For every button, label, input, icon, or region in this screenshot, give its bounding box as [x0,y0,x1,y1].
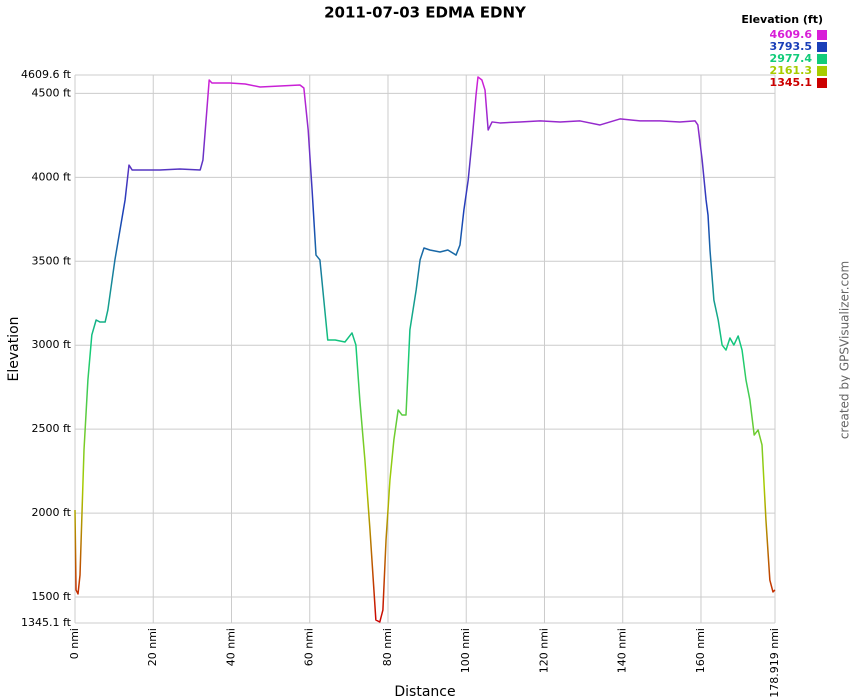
x-tick-label: 178.919 nmi [768,628,781,698]
y-tick-label: 1500 ft [32,590,72,603]
y-tick-label: 3000 ft [32,338,72,351]
legend-swatch [817,66,827,76]
x-tick-label: 20 nmi [146,628,159,666]
y-tick-label: 3500 ft [32,254,72,267]
legend-label: 2977.4 [770,52,813,65]
y-axis-title: Elevation [6,316,22,381]
legend-swatch [817,78,827,88]
y-tick-label: 1345.1 ft [21,616,72,629]
legend-swatch [817,54,827,64]
elevation-line [74,76,776,623]
x-tick-label: 140 nmi [616,628,629,673]
legend-title: Elevation (ft) [741,13,823,26]
y-tick-label: 4000 ft [32,170,72,183]
chart-title: 2011-07-03 EDMA EDNY [324,4,527,22]
credit: created by GPSVisualizer.com [838,261,850,439]
legend-label: 3793.5 [770,40,812,53]
x-tick-label: 100 nmi [459,628,472,673]
x-tick-label: 160 nmi [694,628,707,673]
legend-swatch [817,42,827,52]
legend-label: 2161.3 [770,64,812,77]
x-tick-label: 80 nmi [381,628,394,666]
x-tick-label: 0 nmi [68,628,81,659]
legend-label: 1345.1 [770,76,812,89]
y-tick-label: 2500 ft [32,422,72,435]
x-tick-label: 40 nmi [224,628,237,666]
x-tick-label: 120 nmi [537,628,550,673]
x-axis-title: Distance [394,684,455,700]
legend-swatch [817,30,827,40]
legend-label: 4609.6 [770,28,813,41]
x-tick-label: 60 nmi [303,628,316,666]
y-tick-label: 4609.6 ft [21,68,72,81]
y-tick-label: 4500 ft [32,86,72,99]
y-tick-label: 2000 ft [32,506,72,519]
